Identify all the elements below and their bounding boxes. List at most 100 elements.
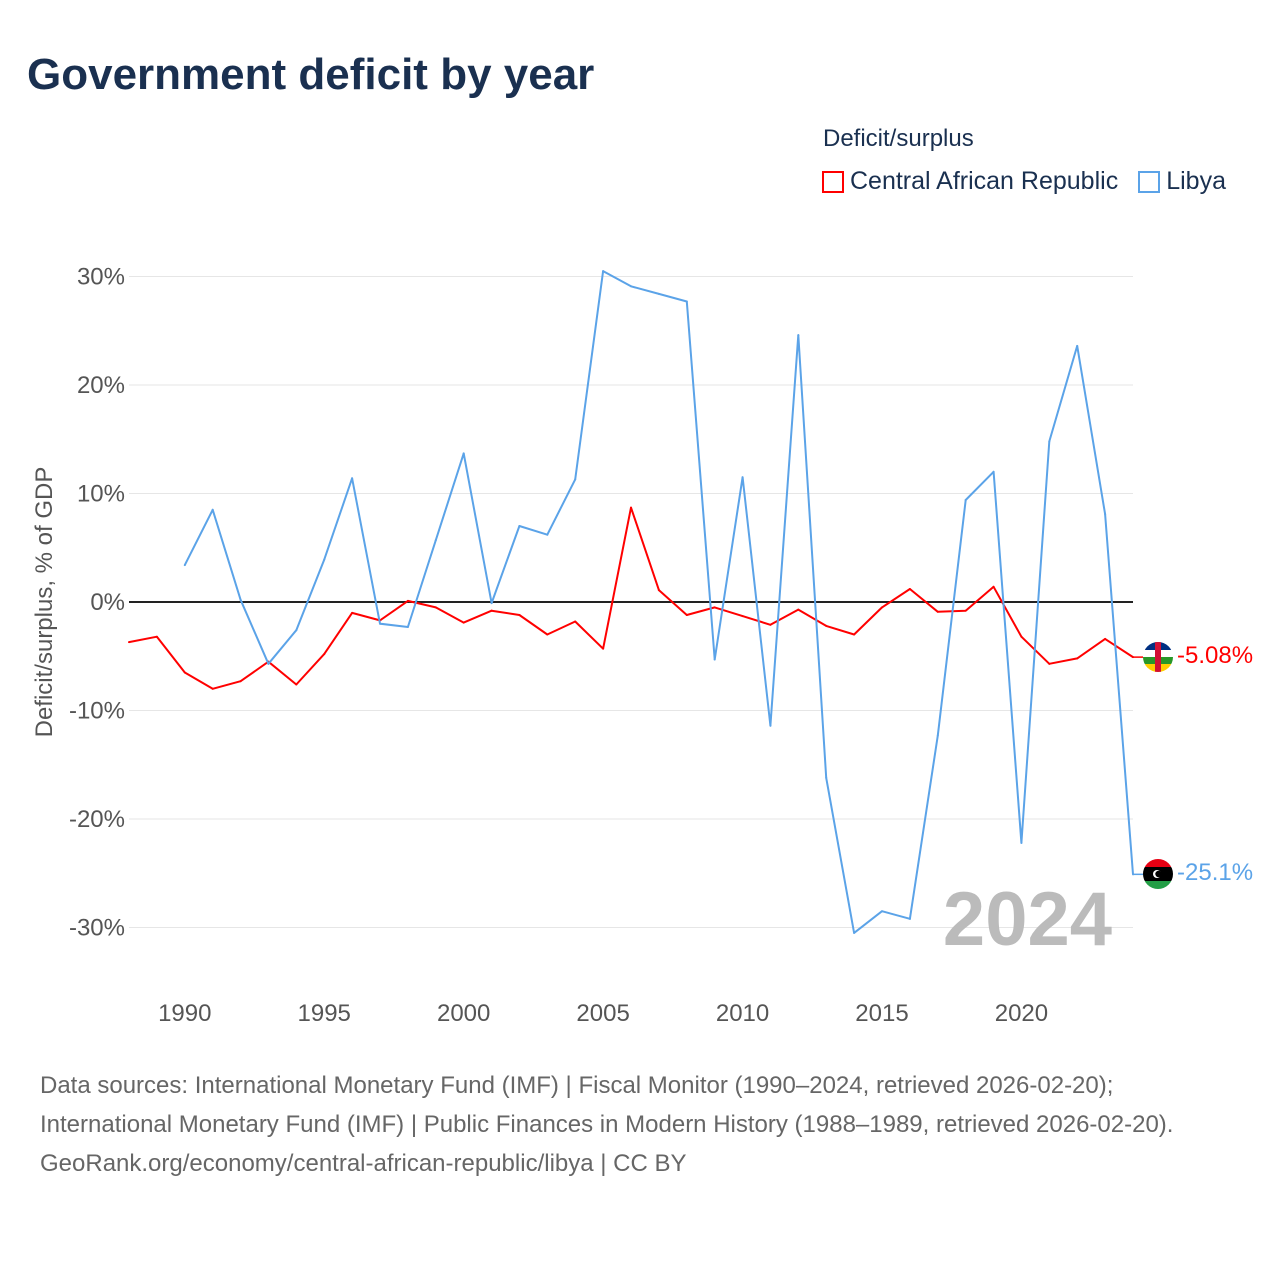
data-point (1076, 657, 1079, 660)
x-tick-label: 1990 (158, 1000, 211, 1027)
data-point (630, 506, 632, 509)
legend-item-libya[interactable]: Libya (1138, 167, 1226, 196)
data-point (462, 452, 465, 455)
data-point (323, 653, 326, 656)
data-point (936, 610, 939, 613)
data-point (128, 641, 130, 644)
data-point (602, 270, 605, 273)
end-label-libya: -25.1% (1177, 859, 1253, 886)
data-point (406, 599, 409, 602)
data-point (657, 589, 660, 592)
data-point (546, 533, 549, 536)
data-point (685, 300, 688, 303)
data-point (239, 680, 242, 683)
data-point (211, 508, 214, 511)
data-point (853, 633, 856, 636)
y-tick-label: -30% (69, 915, 125, 942)
legend: Central African Republic Libya (822, 167, 1246, 196)
data-point (518, 614, 521, 617)
data-point (295, 683, 298, 686)
data-point (351, 477, 354, 480)
x-tick-label: 2000 (437, 1000, 490, 1027)
data-point (741, 476, 744, 479)
x-tick-label: 2010 (716, 1000, 769, 1027)
data-point (881, 606, 883, 609)
data-point (323, 558, 326, 561)
flag-car-icon (1143, 642, 1173, 672)
data-point (1048, 440, 1051, 443)
sources-text: Data sources: International Monetary Fun… (40, 1072, 1174, 1138)
data-point (602, 647, 605, 650)
legend-label-car: Central African Republic (850, 167, 1119, 195)
data-point (434, 606, 437, 609)
data-point (406, 625, 409, 628)
data-point (936, 734, 939, 737)
data-point (546, 633, 549, 636)
data-point (825, 624, 828, 627)
x-tick-label: 2005 (576, 1000, 629, 1027)
flag-libya-icon (1143, 859, 1173, 889)
x-tick-label: 2020 (995, 1000, 1048, 1027)
y-tick-label: 0% (90, 589, 125, 616)
y-tick-label: 30% (77, 264, 125, 291)
data-point (992, 585, 995, 588)
data-point (908, 917, 911, 920)
data-point (1104, 637, 1107, 640)
legend-item-car[interactable]: Central African Republic (822, 167, 1118, 196)
year-watermark: 2024 (943, 877, 1112, 962)
legend-swatch-libya (1138, 170, 1161, 193)
y-axis-label: Deficit/surplus, % of GDP (31, 467, 58, 738)
data-point (574, 620, 577, 623)
data-point (797, 608, 800, 611)
data-point (183, 564, 186, 567)
data-point (183, 671, 186, 674)
data-point (1020, 635, 1023, 638)
data-point (741, 615, 744, 618)
chart-title: Government deficit by year (27, 50, 595, 99)
data-point (295, 629, 298, 632)
data-point (490, 602, 493, 605)
data-point (992, 470, 995, 473)
legend-swatch-car (822, 170, 844, 193)
data-point (462, 621, 465, 624)
data-point (1076, 344, 1079, 347)
data-point (630, 285, 632, 288)
data-point (267, 662, 270, 665)
data-point (490, 609, 493, 612)
data-point (379, 622, 381, 625)
data-point (713, 658, 716, 661)
legend-label-libya: Libya (1166, 167, 1226, 195)
y-tick-label: 10% (77, 481, 125, 508)
source-note: Data sources: International Monetary Fun… (40, 1066, 1240, 1183)
y-tick-label: -10% (69, 698, 125, 725)
data-point (769, 724, 772, 727)
data-point (434, 539, 437, 542)
series-line-car (128, 506, 1134, 690)
data-point (657, 292, 660, 295)
data-point (908, 587, 911, 590)
legend-title: Deficit/surplus (823, 125, 974, 152)
attribution-link[interactable]: GeoRank.org/economy/central-african-repu… (40, 1150, 687, 1177)
data-point (685, 614, 688, 617)
data-point (713, 606, 716, 609)
data-point (1104, 513, 1107, 516)
data-point (964, 609, 967, 612)
data-point (964, 499, 967, 502)
data-point (518, 525, 521, 528)
data-point (825, 776, 828, 779)
end-label-car: -5.08% (1177, 642, 1253, 669)
data-point (769, 623, 772, 626)
data-point (881, 910, 883, 913)
x-tick-label: 2015 (855, 1000, 908, 1027)
data-point (797, 334, 800, 337)
data-point (351, 611, 354, 614)
y-tick-label: 20% (77, 372, 125, 399)
data-point (1048, 662, 1051, 665)
data-point (1020, 841, 1023, 844)
y-tick-label: -20% (69, 806, 125, 833)
x-tick-label: 1995 (298, 1000, 351, 1027)
data-point (853, 931, 856, 934)
data-point (574, 478, 577, 481)
data-point (155, 635, 158, 638)
